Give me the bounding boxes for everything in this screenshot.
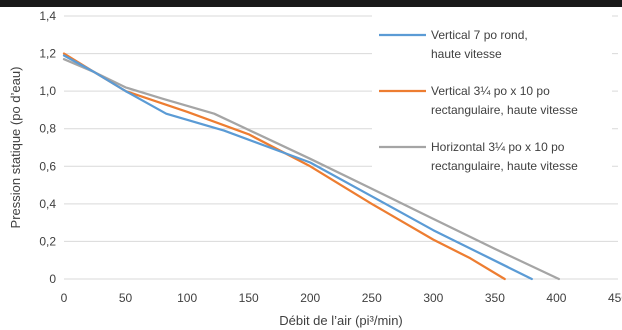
legend-label-vertical-rect: Vertical 3¼ po x 10 po <box>431 84 550 98</box>
x-tick-label: 200 <box>300 291 320 305</box>
y-tick-label: 1,0 <box>39 84 56 98</box>
x-tick-label: 300 <box>423 291 443 305</box>
y-axis-title: Pression statique (po d’eau) <box>8 67 23 229</box>
legend: Vertical 7 po rond, haute vitesse Vertical… <box>372 8 612 174</box>
x-axis-title: Débit de l’air (pi³/min) <box>279 313 403 328</box>
y-tick-label: 0,8 <box>39 122 56 136</box>
legend-label-vertical-round: Vertical 7 po rond, <box>431 28 528 42</box>
legend-label-horizontal-rect: Horizontal 3¼ po x 10 po <box>431 140 565 154</box>
x-tick-label: 100 <box>177 291 197 305</box>
x-tick-label: 50 <box>119 291 133 305</box>
y-tick-labels: 0 0,2 0,4 0,6 0,8 1,0 1,2 1,4 <box>39 9 56 286</box>
legend-label-vertical-rect: rectangulaire, haute vitesse <box>431 103 578 117</box>
y-tick-label: 0 <box>49 272 56 286</box>
x-tick-label: 0 <box>61 291 68 305</box>
legend-label-vertical-round: haute vitesse <box>431 47 502 61</box>
y-tick-label: 0,4 <box>39 197 56 211</box>
series-line-vertical-round <box>62 54 533 281</box>
y-tick-label: 0,6 <box>39 159 56 173</box>
x-tick-label: 450 <box>608 291 622 305</box>
x-tick-labels: 0 50 100 150 200 250 300 350 400 450 <box>61 291 622 305</box>
series-lines <box>62 52 561 281</box>
top-border <box>0 0 622 7</box>
x-tick-label: 250 <box>362 291 382 305</box>
legend-label-horizontal-rect: rectangulaire, haute vitesse <box>431 159 578 173</box>
x-tick-label: 400 <box>546 291 566 305</box>
x-tick-label: 150 <box>239 291 259 305</box>
series-line-horizontal-rect <box>62 58 561 281</box>
x-tick-label: 350 <box>485 291 505 305</box>
y-tick-label: 0,2 <box>39 234 56 248</box>
y-tick-label: 1,4 <box>39 9 56 23</box>
y-tick-label: 1,2 <box>39 47 56 61</box>
